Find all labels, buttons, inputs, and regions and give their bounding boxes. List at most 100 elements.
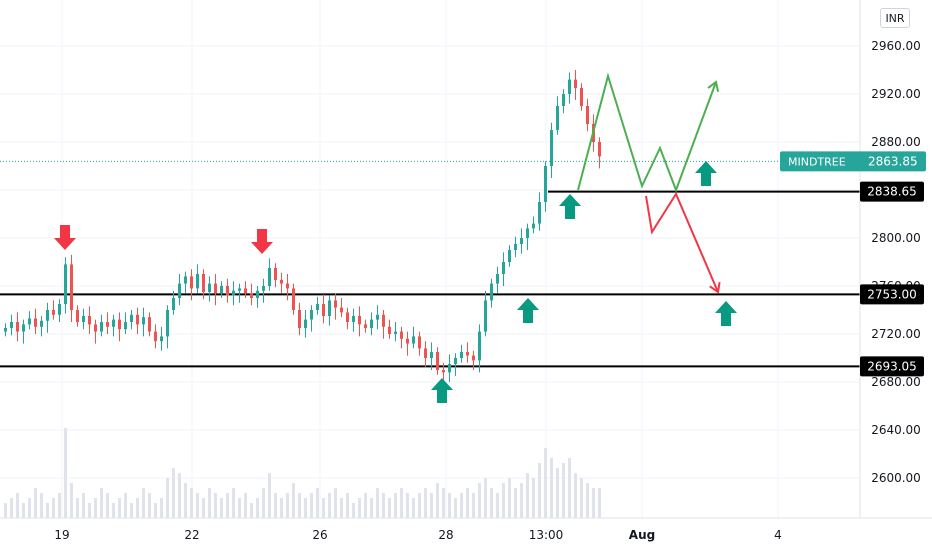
volume-bar [286,493,289,518]
candle-body [118,319,121,330]
time-tick-label: Aug [629,528,655,542]
currency-button[interactable]: INR [880,8,910,28]
volume-bar [598,488,601,518]
candle-body [556,106,559,130]
buy-arrow-icon [715,301,737,326]
volume-bar [166,478,169,518]
candle-body [46,310,49,321]
price-tick-label: 2880.00 [871,135,921,149]
candle-body [436,352,439,370]
candle-body [304,319,307,328]
level-label-bg [860,181,924,202]
volume-bar [274,493,277,518]
sell-arrow-icon [54,225,76,250]
signal-arrows [54,161,737,403]
volume-bar [490,488,493,518]
volume-bar [568,458,571,518]
level-price-labels: 2838.65 2753.00 2693.05 [860,181,924,377]
candle-body [208,283,211,292]
price-axis[interactable] [859,0,932,518]
price-tick-label: 2800.00 [871,231,921,245]
grid-lines [0,0,860,518]
bullish-projection-arrowhead [707,80,720,92]
candle-body [52,310,55,315]
volume-bar [370,498,373,518]
candle-body [418,336,421,349]
volume-bar [58,493,61,518]
candle-body [550,130,553,166]
time-tick-label: 26 [312,528,327,542]
candle-body [400,331,403,339]
volume-bar [292,483,295,518]
candle-body [490,283,493,301]
projection-paths [577,72,721,294]
volume-bar [172,468,175,518]
volume-bar [16,493,19,518]
candle-body [526,228,529,238]
price-tick-label: 2920.00 [871,87,921,101]
buy-arrow-icon [431,378,453,403]
volume-bar [484,478,487,518]
candle-body [124,322,127,330]
candle-body [64,264,67,304]
candle-body [298,310,301,328]
candle-body [130,314,133,322]
volume-bar [298,493,301,518]
candle-body [244,288,247,294]
bullish-projection-path [577,72,717,193]
candle-body [520,238,523,244]
volume-bar [376,488,379,518]
level-label: 2838.65 [867,185,917,199]
volume-bar [214,493,217,518]
volume-bar [514,488,517,518]
volume-bar [352,503,355,518]
candle-body [328,300,331,316]
volume-bar [310,493,313,518]
volume-bar [136,498,139,518]
volume-bar [40,493,43,518]
volume-bar [556,468,559,518]
candle-body [448,364,451,373]
candle-body [316,304,319,310]
candle-body [10,322,13,328]
volume-bar [184,483,187,518]
volume-bar [4,503,7,518]
volume-bar [244,493,247,518]
candle-body [190,276,193,289]
volume-bar [46,503,49,518]
volume-bar [400,488,403,518]
time-tick-label: 4 [774,528,782,542]
volume-bar [82,493,85,518]
candle-body [226,286,229,296]
candle-body [394,331,397,334]
volume-bar [562,463,565,518]
candle-body [484,300,487,332]
candle-body [70,264,73,310]
volume-bar [592,488,595,518]
volume-bar [550,458,553,518]
candle-body [514,244,517,250]
level-label-bg [860,284,924,305]
volume-bar [256,498,259,518]
candle-body [370,319,373,328]
time-tick-label: 13:00 [529,528,564,542]
volume-bar [322,498,325,518]
candle-body [58,304,61,315]
volume-bar [112,503,115,518]
candle-body [472,355,475,361]
candle-body [136,314,139,325]
candle-body [286,283,289,289]
volume-bar [10,498,13,518]
volume-bar [124,493,127,518]
bearish-projection-arrowhead [709,281,721,294]
volume-bar [328,493,331,518]
volume-bar [70,483,73,518]
time-axis[interactable] [0,517,932,550]
volume-bar [496,493,499,518]
candle-body [412,336,415,344]
candle-body [502,262,505,274]
volume-bar [424,488,427,518]
volume-bar [508,478,511,518]
volume-bar [154,503,157,518]
